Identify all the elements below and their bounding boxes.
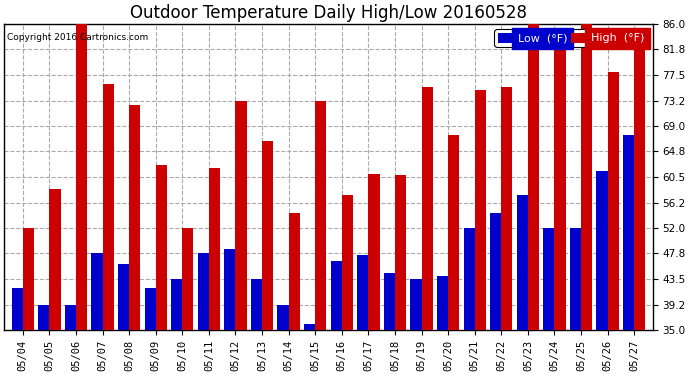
Bar (12, 288, 23, 330)
Bar (118, 264, 129, 330)
Bar (448, 135, 460, 330)
Bar (464, 228, 475, 330)
Bar (23, 228, 34, 330)
Bar (277, 304, 288, 330)
Bar (76, 24, 87, 330)
Bar (144, 288, 156, 330)
Bar (103, 84, 114, 330)
Bar (596, 171, 608, 330)
Bar (395, 175, 406, 330)
Bar (251, 279, 262, 330)
Bar (235, 100, 246, 330)
Bar (182, 228, 193, 330)
Bar (437, 276, 448, 330)
Bar (475, 90, 486, 330)
Bar (315, 100, 326, 330)
Bar (570, 228, 581, 330)
Bar (368, 174, 380, 330)
Bar (262, 141, 273, 330)
Bar (543, 228, 555, 330)
Bar (171, 279, 182, 330)
Bar (608, 72, 619, 330)
Bar (129, 105, 140, 330)
Bar (342, 195, 353, 330)
Legend: Low  (°F), High  (°F): Low (°F), High (°F) (495, 29, 647, 47)
Bar (91, 253, 103, 330)
Bar (490, 213, 502, 330)
Bar (156, 165, 167, 330)
Bar (198, 253, 209, 330)
Text: Copyright 2016 Cartronics.com: Copyright 2016 Cartronics.com (8, 33, 148, 42)
Bar (634, 48, 645, 330)
Bar (224, 249, 235, 330)
Bar (65, 304, 76, 330)
Bar (555, 48, 566, 330)
Bar (528, 24, 539, 330)
Bar (209, 168, 220, 330)
Bar (357, 255, 368, 330)
Bar (288, 213, 299, 330)
Bar (517, 195, 528, 330)
Bar (422, 87, 433, 330)
Bar (384, 273, 395, 330)
Bar (304, 324, 315, 330)
Bar (411, 279, 422, 330)
Bar (331, 261, 342, 330)
Bar (50, 189, 61, 330)
Bar (581, 24, 592, 330)
Bar (623, 135, 634, 330)
Title: Outdoor Temperature Daily High/Low 20160528: Outdoor Temperature Daily High/Low 20160… (130, 4, 527, 22)
Bar (502, 87, 513, 330)
Bar (38, 304, 50, 330)
